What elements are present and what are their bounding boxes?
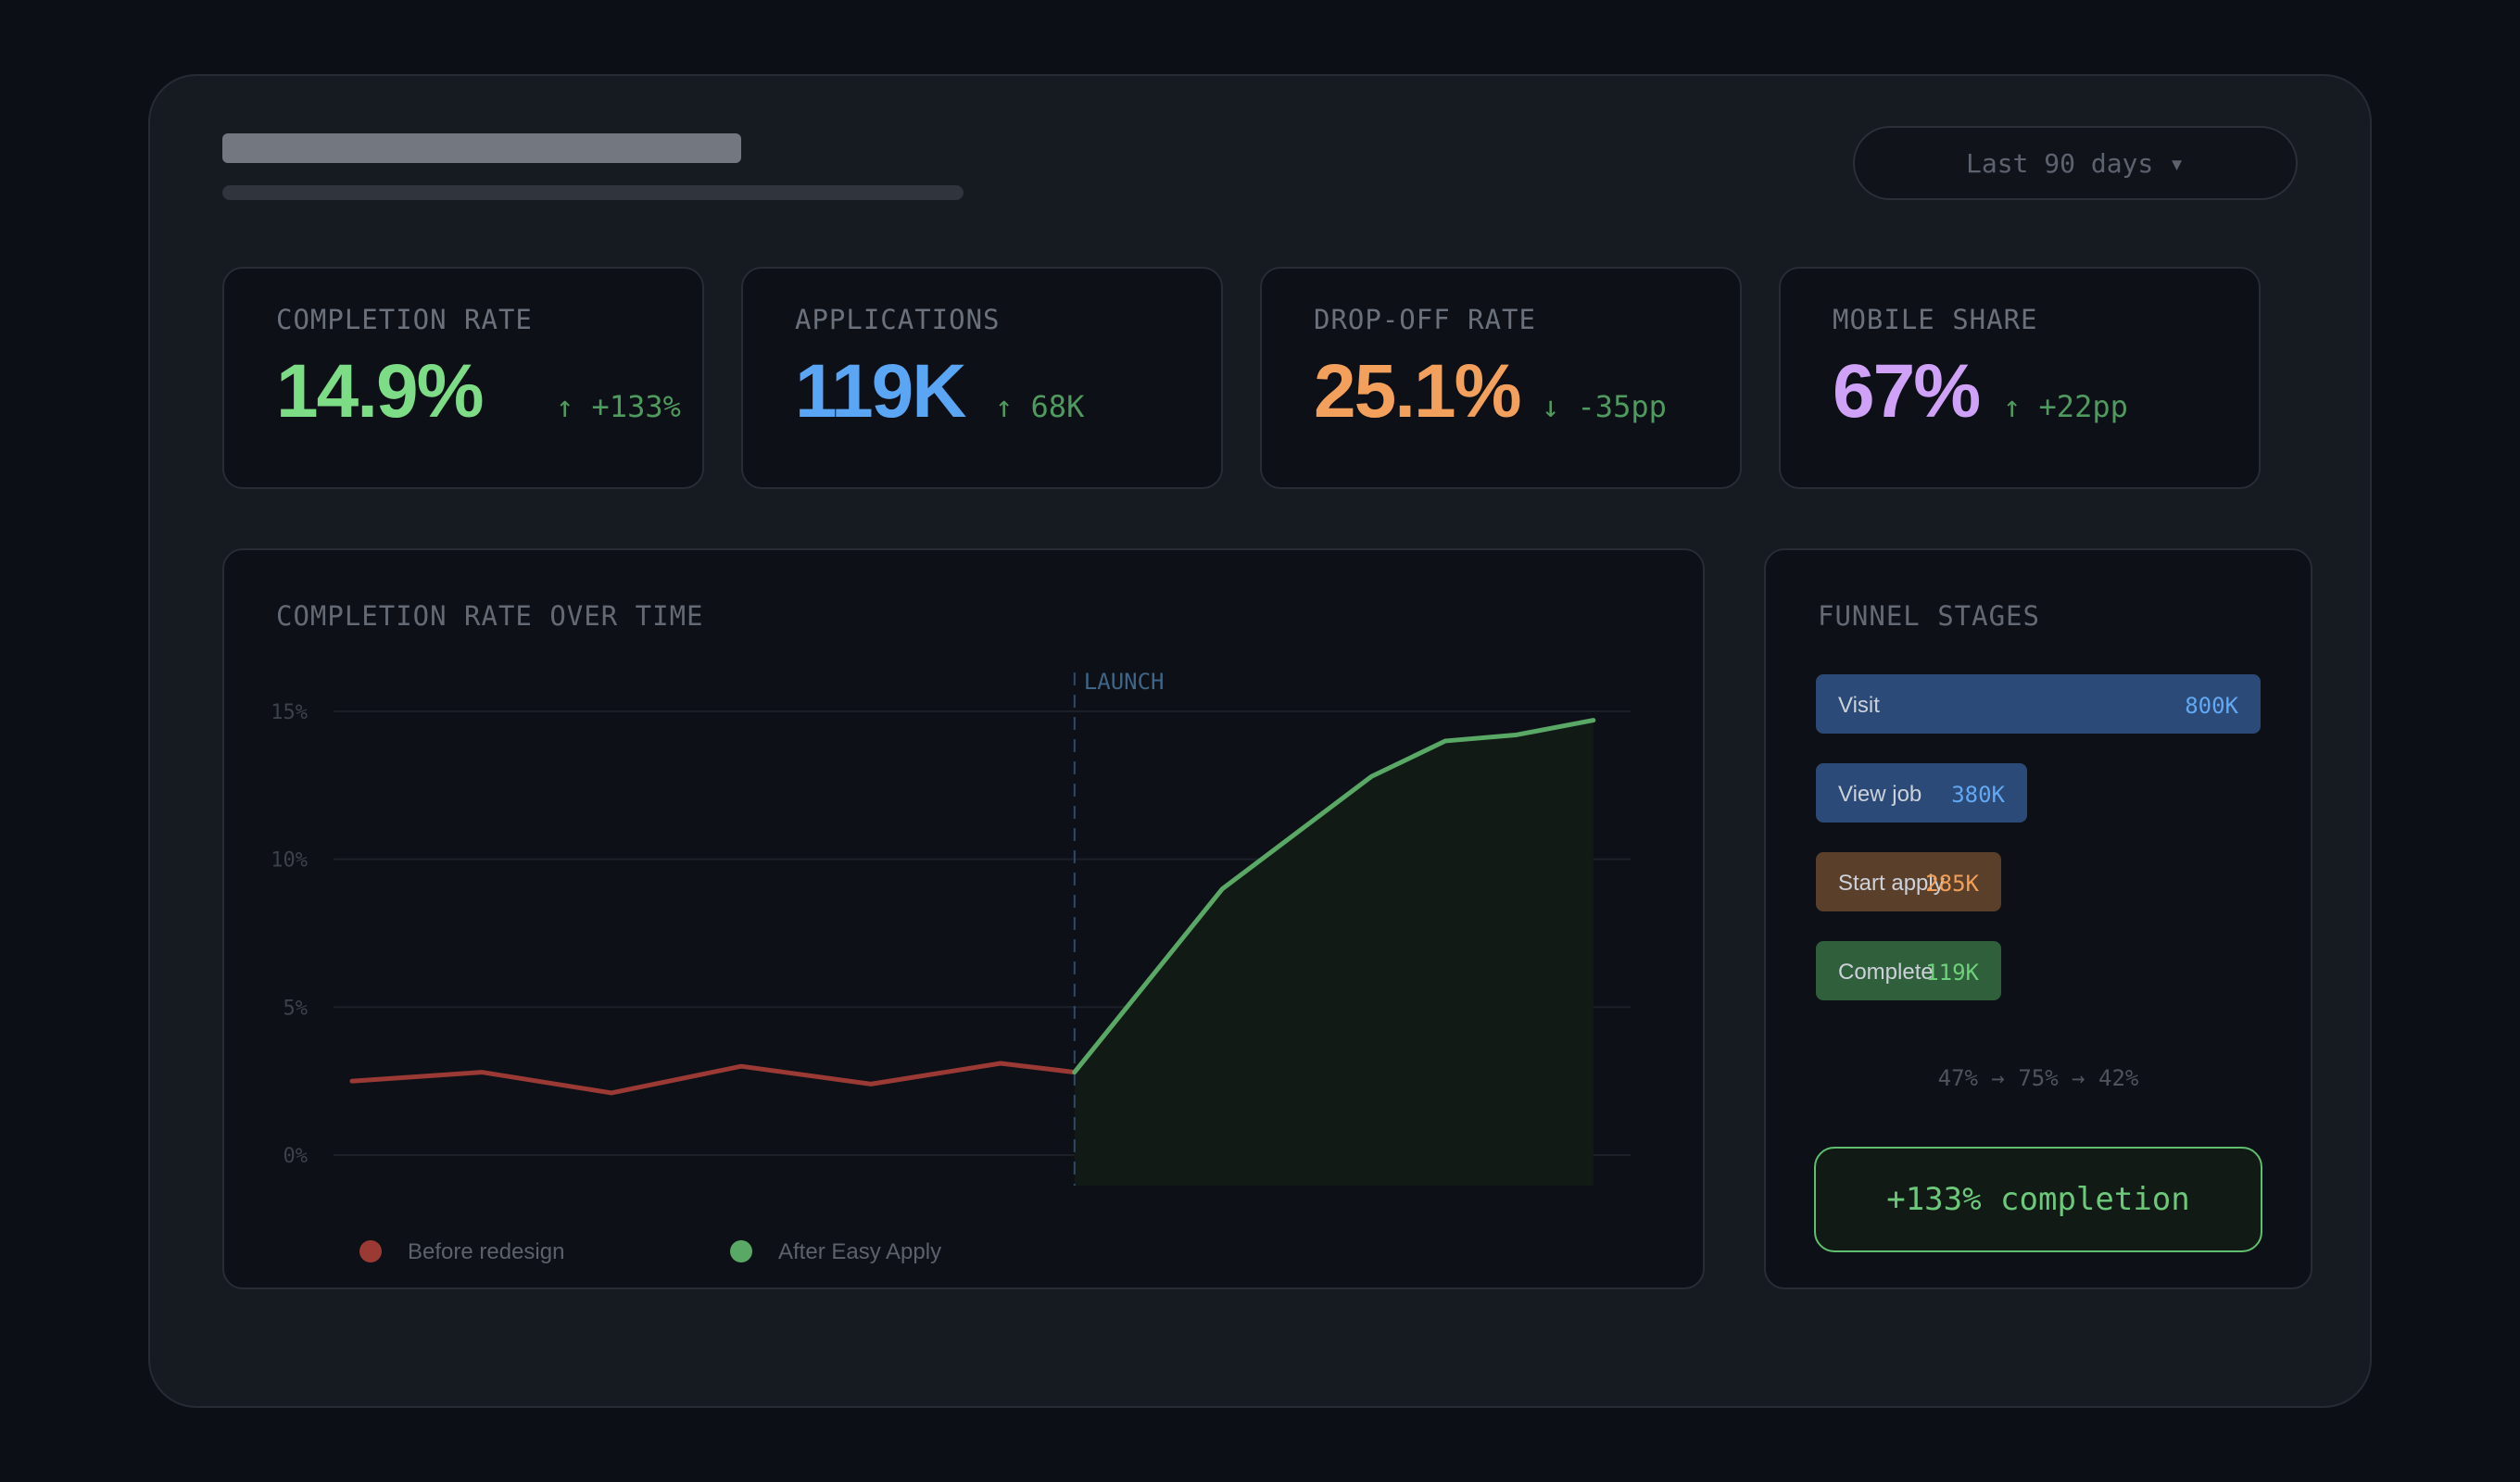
y-tick-label: 5% bbox=[284, 997, 309, 1020]
y-tick-label: 15% bbox=[271, 701, 308, 724]
y-tick-label: 0% bbox=[284, 1145, 309, 1168]
funnel-conversion-rates: 47% → 75% → 42% bbox=[1937, 1065, 2139, 1091]
after-easy-apply-line bbox=[1072, 718, 1596, 1075]
funnel-stage-value: 380K bbox=[1951, 782, 2005, 808]
kpi-delta: ↑ +133% bbox=[556, 389, 681, 424]
kpi-card-applications: APPLICATIONS 119K ↑ 68K bbox=[741, 267, 1223, 489]
kpi-value: 25.1% bbox=[1314, 349, 1522, 433]
after-series-area bbox=[1074, 720, 1594, 1186]
subtitle-placeholder bbox=[222, 185, 964, 200]
completion-summary-badge: +133% completion bbox=[1814, 1147, 2262, 1252]
chart-title: COMPLETION RATE OVER TIME bbox=[276, 600, 704, 632]
kpi-delta: ↓ -35pp bbox=[1542, 389, 1667, 424]
kpi-label: APPLICATIONS bbox=[795, 304, 1001, 335]
kpi-value: 67% bbox=[1833, 349, 1981, 433]
kpi-card-mobile-share: MOBILE SHARE 67% ↑ +22pp bbox=[1779, 267, 2261, 489]
funnel-bar-visit: Visit 800K bbox=[1816, 674, 2261, 734]
kpi-delta: ↑ +22pp bbox=[2003, 389, 2128, 424]
launch-annotation: LAUNCH bbox=[1084, 669, 1165, 695]
funnel-stage-value: 119K bbox=[1925, 960, 1979, 986]
funnel-stage-label: View job bbox=[1838, 782, 1922, 807]
funnel-stage-label: Visit bbox=[1838, 693, 1880, 718]
title-placeholder bbox=[222, 133, 741, 163]
kpi-value: 119K bbox=[795, 349, 967, 433]
funnel-title: FUNNEL STAGES bbox=[1818, 600, 2040, 632]
funnel-stage-value: 800K bbox=[2185, 693, 2238, 719]
kpi-card-completion-rate: COMPLETION RATE 14.9% ↑ +133% bbox=[222, 267, 704, 489]
legend-marker bbox=[359, 1240, 382, 1262]
legend-label: Before redesign bbox=[408, 1239, 564, 1264]
kpi-delta: ↑ 68K bbox=[995, 389, 1085, 424]
funnel-stage-label: Complete bbox=[1838, 960, 1934, 985]
funnel-stage-label: Start apply bbox=[1838, 871, 1945, 896]
legend-marker bbox=[730, 1240, 752, 1262]
legend-label: After Easy Apply bbox=[778, 1239, 941, 1264]
funnel-bar-complete: Complete 119K bbox=[1816, 941, 2001, 1000]
y-tick-label: 10% bbox=[271, 849, 308, 873]
kpi-value: 14.9% bbox=[276, 349, 485, 433]
funnel-stage-value: 285K bbox=[1925, 871, 1979, 897]
kpi-card-drop-off-rate: DROP-OFF RATE 25.1% ↓ -35pp bbox=[1260, 267, 1742, 489]
kpi-label: MOBILE SHARE bbox=[1833, 304, 2038, 335]
date-range-dropdown[interactable]: Last 90 days ▾ bbox=[1853, 126, 2298, 200]
funnel-bar-start-apply: Start apply 285K bbox=[1816, 852, 2001, 911]
before-redesign-line bbox=[349, 1061, 1077, 1096]
funnel-bar-view-job: View job 380K bbox=[1816, 763, 2027, 823]
kpi-label: COMPLETION RATE bbox=[276, 304, 533, 335]
kpi-label: DROP-OFF RATE bbox=[1314, 304, 1536, 335]
